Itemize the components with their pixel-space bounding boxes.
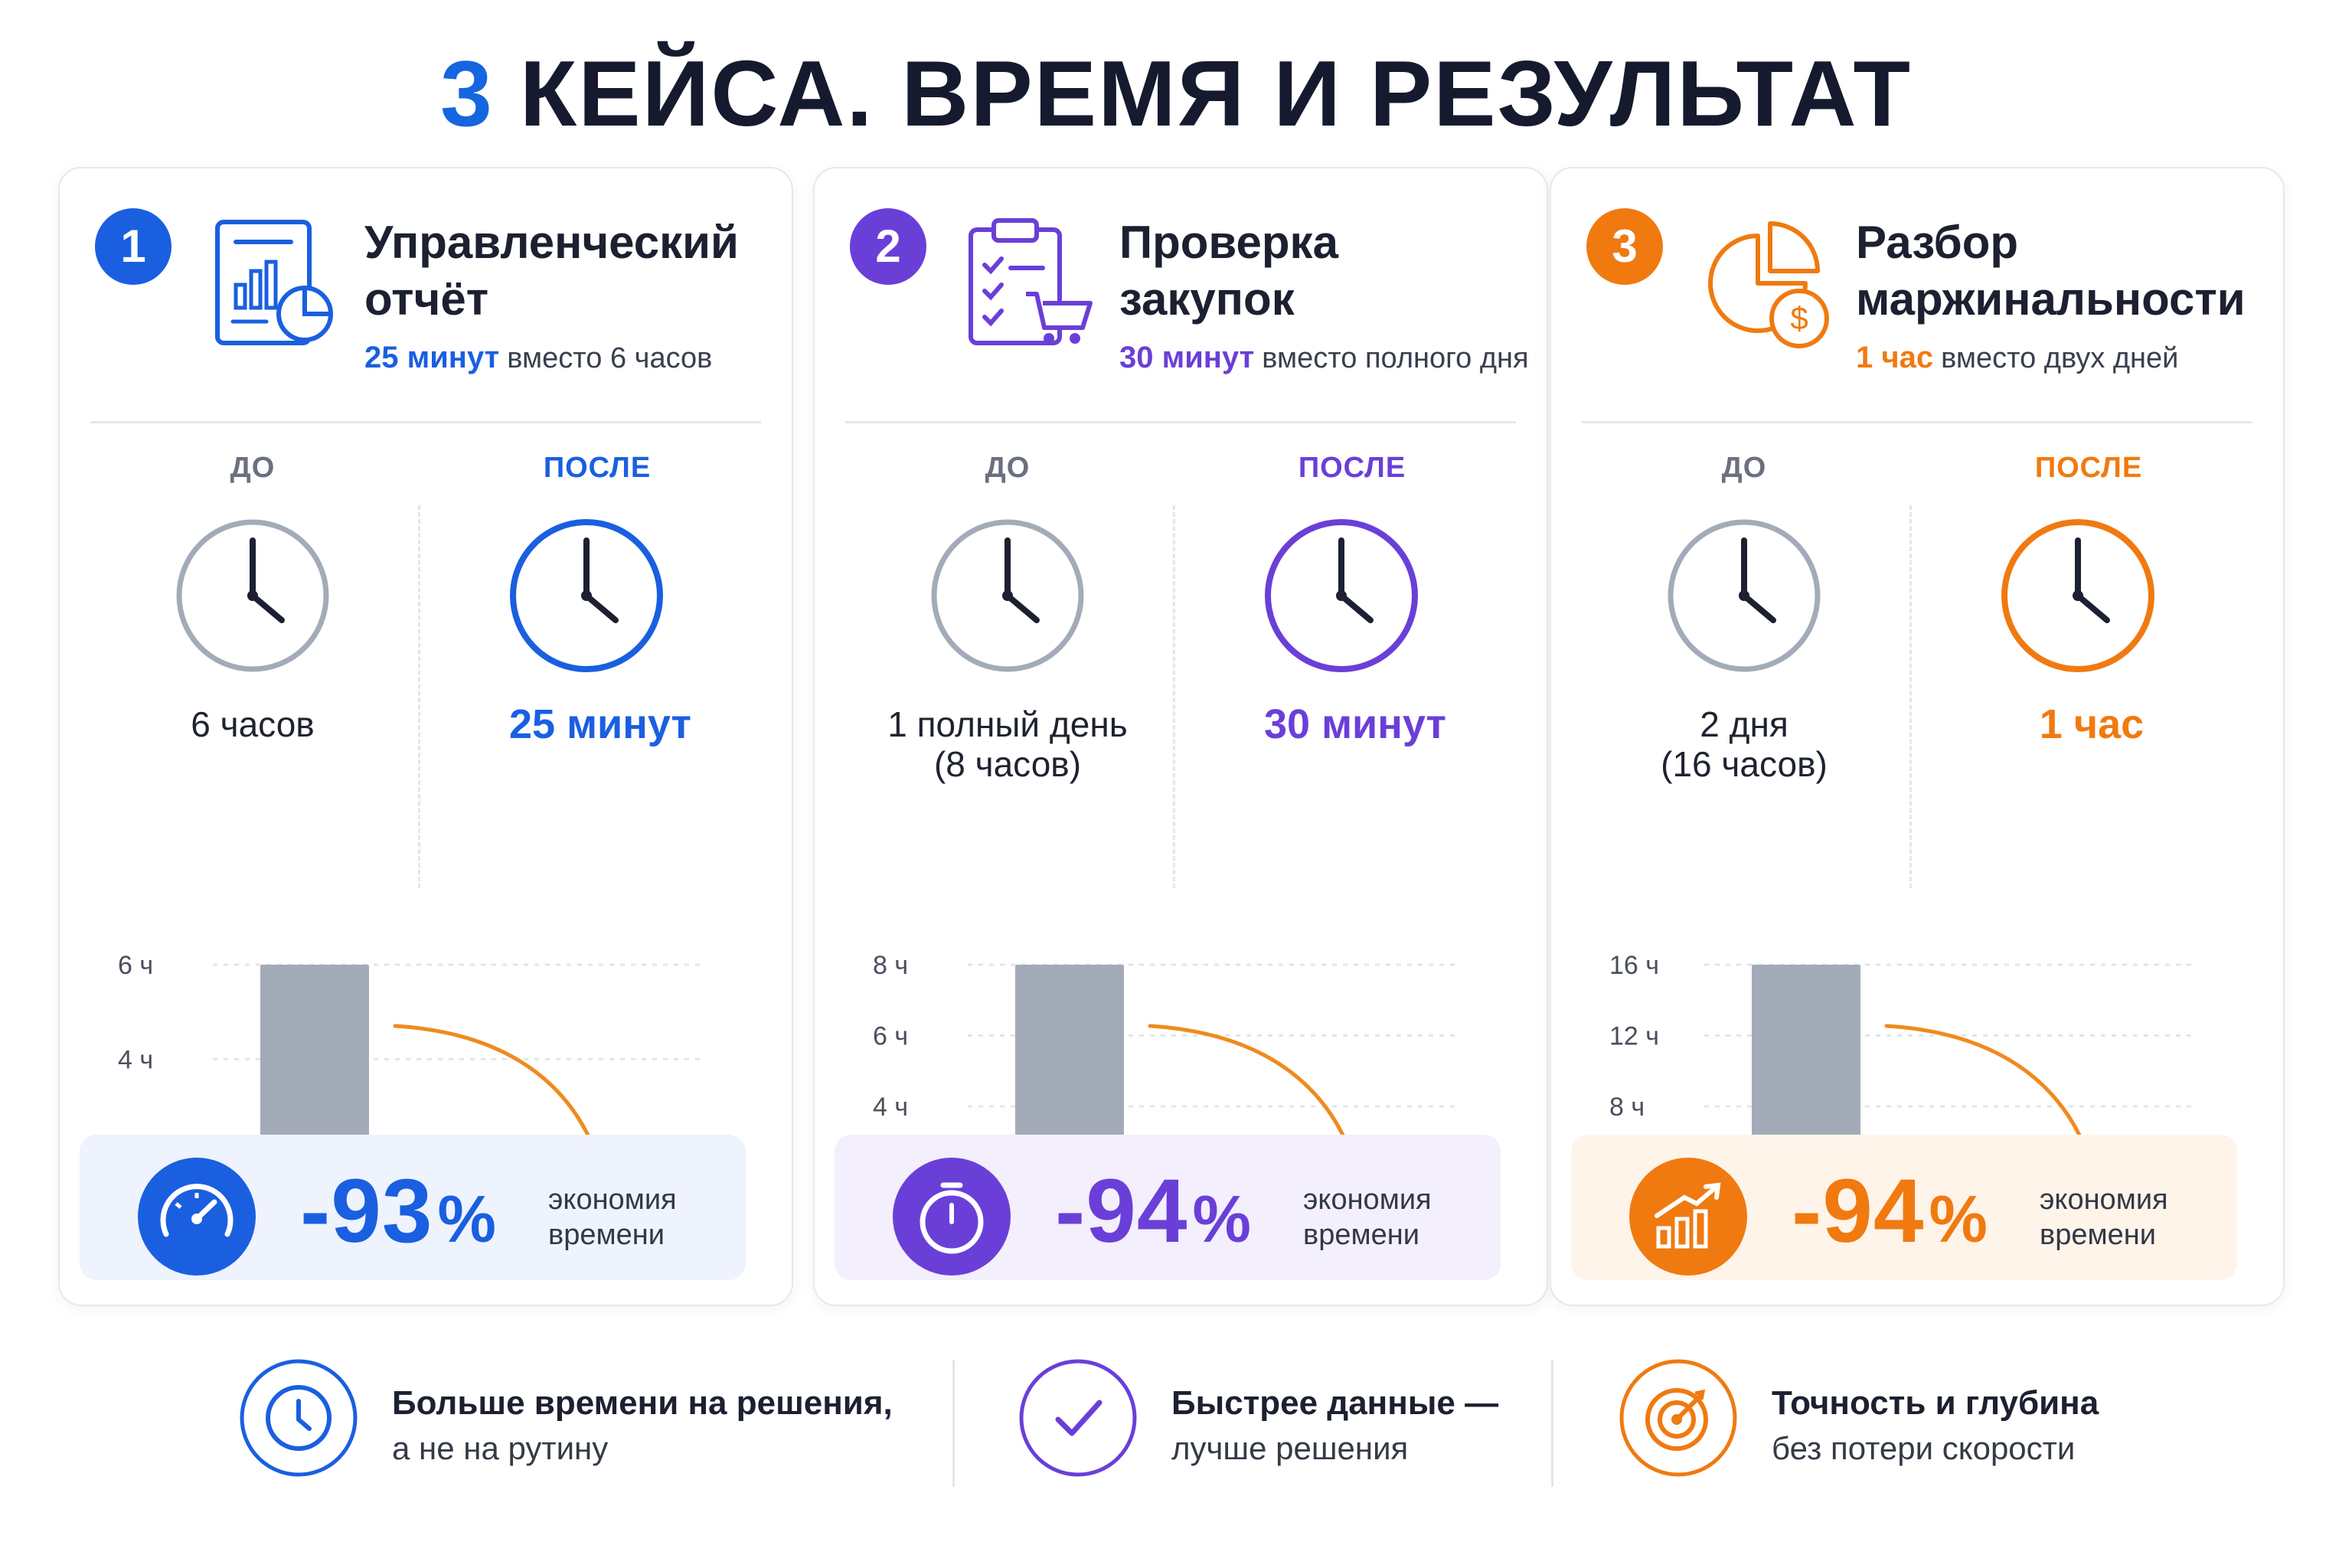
percent-sign: % xyxy=(437,1183,498,1256)
column-separator xyxy=(1909,505,1912,888)
case-title: Разбор маржинальности xyxy=(1856,217,2246,325)
case-title: Проверка закупок xyxy=(1119,217,1338,325)
card-divider xyxy=(90,421,761,423)
title-number: 3 xyxy=(439,41,494,145)
benefit-text: без потери скорости xyxy=(1772,1430,2076,1466)
after-label: ПОСЛЕ xyxy=(1298,452,1406,484)
after-value: 25 минут xyxy=(509,701,691,747)
benefit-title: Точность и глубина xyxy=(1772,1384,2099,1422)
benefit-title: Больше времени на решения, xyxy=(392,1384,893,1422)
case-number-badge: 3 xyxy=(1586,208,1663,285)
clock-icon xyxy=(239,1358,358,1478)
percent-sign: % xyxy=(1929,1183,1989,1256)
case-subtitle-highlight: 1 час xyxy=(1856,341,1934,374)
case-subtitle-rest: вместо 6 часов xyxy=(507,342,713,374)
after-value: 1 час xyxy=(2039,701,2145,747)
before-clock-icon xyxy=(168,511,337,680)
percent-sign: % xyxy=(1192,1183,1253,1256)
case-number-badge: 2 xyxy=(850,208,926,285)
case-subtitle-rest: вместо полного дня xyxy=(1262,342,1529,374)
saving-panel: -94% экономия времени xyxy=(1571,1135,2237,1280)
pie-dollar-icon: $ xyxy=(1697,214,1834,352)
case-number-badge: 1 xyxy=(95,208,172,285)
saving-percent-value: -94 xyxy=(1055,1161,1188,1262)
y-tick-label: 4 ч xyxy=(118,1045,153,1074)
card-divider xyxy=(845,421,1516,423)
case-subtitle: 1 час вместо двух дней xyxy=(1856,338,2178,377)
speedometer-icon xyxy=(138,1158,256,1276)
before-label: ДО xyxy=(985,452,1031,484)
case-subtitle: 30 минут вместо полного дня xyxy=(1119,338,1529,377)
card-divider xyxy=(1582,421,2252,423)
after-value: 30 минут xyxy=(1264,701,1446,747)
after-label: ПОСЛЕ xyxy=(543,452,652,484)
y-tick-label: 8 ч xyxy=(1609,1093,1645,1122)
checkmark-icon xyxy=(1018,1358,1138,1478)
benefit-separator xyxy=(1551,1360,1553,1487)
y-tick-label: 12 ч xyxy=(1609,1022,1659,1051)
checklist-cart-icon xyxy=(960,214,1098,352)
case-subtitle-rest: вместо двух дней xyxy=(1941,342,2179,374)
after-clock-icon xyxy=(1257,511,1426,680)
saving-label: экономия времени xyxy=(548,1184,677,1251)
saving-percent: -93% xyxy=(300,1164,497,1267)
before-value: 1 полный день (8 часов) xyxy=(887,704,1128,784)
benefit-text: а не на рутину xyxy=(392,1430,609,1466)
before-clock-icon xyxy=(923,511,1092,680)
before-clock-icon xyxy=(1660,511,1828,680)
case-subtitle-highlight: 30 минут xyxy=(1119,341,1255,374)
before-value: 2 дня (16 часов) xyxy=(1661,704,1828,784)
y-tick-label: 8 ч xyxy=(873,951,908,980)
title-text: КЕЙСА. ВРЕМЯ И РЕЗУЛЬТАТ xyxy=(519,41,1913,145)
y-tick-label: 4 ч xyxy=(873,1093,908,1122)
case-title: Управленческий отчёт xyxy=(364,217,739,325)
saving-percent: -94% xyxy=(1792,1164,1988,1267)
saving-panel: -94% экономия времени xyxy=(835,1135,1501,1280)
case-card-2: 2 Проверка закупок 30 минут вместо полног… xyxy=(813,167,1548,1306)
column-separator xyxy=(418,505,420,888)
benefit-title: Быстрее данные — xyxy=(1171,1384,1499,1422)
after-clock-icon xyxy=(1994,511,2162,680)
saving-label: экономия времени xyxy=(1303,1184,1432,1251)
y-tick-label: 6 ч xyxy=(873,1022,908,1051)
case-subtitle-highlight: 25 минут xyxy=(364,341,500,374)
before-value: 6 часов xyxy=(191,704,315,744)
saving-percent: -94% xyxy=(1055,1164,1252,1267)
saving-percent-value: -93 xyxy=(300,1161,433,1262)
growth-chart-icon xyxy=(1629,1158,1747,1276)
column-separator xyxy=(1173,505,1175,888)
stopwatch-icon xyxy=(893,1158,1011,1276)
svg-text:$: $ xyxy=(1790,300,1808,336)
saving-label: экономия времени xyxy=(2040,1184,2168,1251)
page-title: 3 КЕЙСА. ВРЕМЯ И РЕЗУЛЬТАТ xyxy=(0,40,2352,147)
after-clock-icon xyxy=(502,511,671,680)
saving-panel: -93% экономия времени xyxy=(80,1135,746,1280)
case-card-3: 3 $ Разбор маржинальности 1 час вместо дв… xyxy=(1550,167,2285,1306)
y-tick-label: 6 ч xyxy=(118,951,153,980)
before-label: ДО xyxy=(1721,452,1767,484)
case-subtitle: 25 минут вместо 6 часов xyxy=(364,338,712,377)
target-icon xyxy=(1619,1358,1738,1478)
y-tick-label: 16 ч xyxy=(1609,951,1659,980)
benefit-text: лучше решения xyxy=(1171,1430,1409,1466)
case-card-1: 1 Управленческий отчёт 25 минут вместо 6 … xyxy=(58,167,793,1306)
after-label: ПОСЛЕ xyxy=(2034,452,2143,484)
before-label: ДО xyxy=(230,452,276,484)
report-chart-icon xyxy=(205,214,343,352)
saving-percent-value: -94 xyxy=(1792,1161,1925,1262)
benefit-separator xyxy=(952,1360,955,1487)
